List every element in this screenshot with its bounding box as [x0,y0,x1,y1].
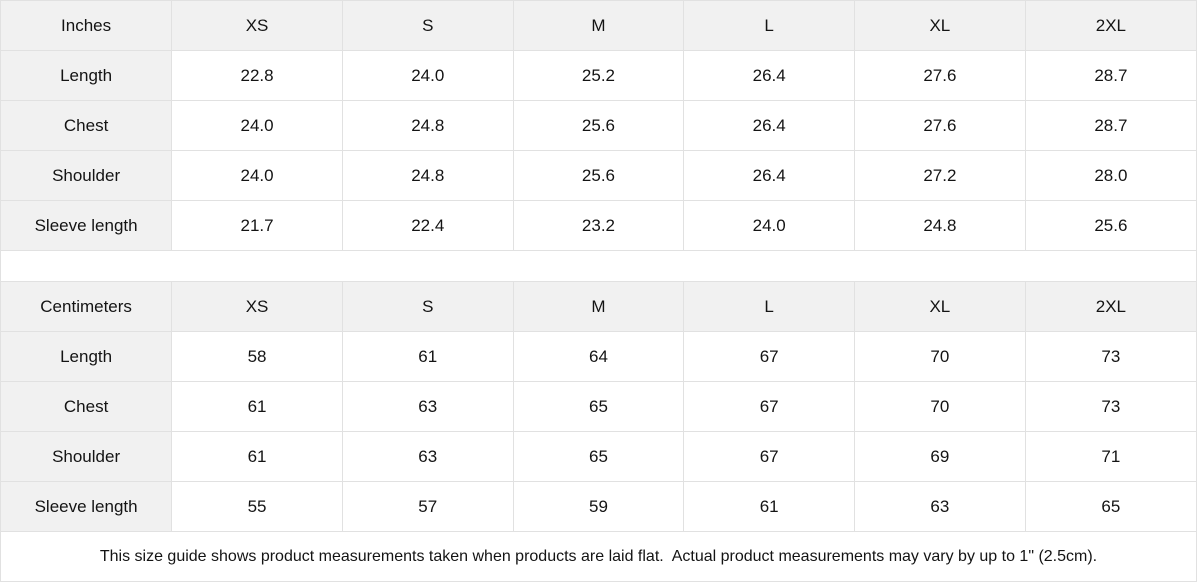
measurement-value: 24.8 [341,100,514,151]
measurement-value: 61 [683,481,856,532]
measurement-value: 71 [1024,431,1197,482]
centimeters-header-row: Centimeters XS S M L XL 2XL [0,281,1197,332]
measurement-value: 57 [341,481,514,532]
row-label-sleeve-length: Sleeve length [0,200,173,251]
measurement-value: 67 [683,431,856,482]
size-header-l: L [683,0,856,51]
measurement-value: 65 [512,381,685,432]
measurement-value: 26.4 [683,100,856,151]
table-row-chest: Chest 61 63 65 67 70 73 [0,381,1197,432]
size-header-s: S [341,281,514,332]
size-header-2xl: 2XL [1024,281,1197,332]
table-row-sleeve-length: Sleeve length 21.7 22.4 23.2 24.0 24.8 2… [0,200,1197,251]
row-label-chest: Chest [0,381,173,432]
table-row-length: Length 58 61 64 67 70 73 [0,331,1197,382]
row-label-chest: Chest [0,100,173,151]
size-header-xl: XL [854,281,1026,332]
measurement-value: 26.4 [683,150,856,201]
table-row-shoulder: Shoulder 24.0 24.8 25.6 26.4 27.2 28.0 [0,150,1197,201]
measurement-value: 63 [341,431,514,482]
row-label-shoulder: Shoulder [0,431,173,482]
measurement-value: 27.2 [854,150,1026,201]
inches-size-table: Inches XS S M L XL 2XL Length 22.8 24.0 … [0,0,1197,251]
measurement-value: 22.8 [171,50,343,101]
measurement-value: 69 [854,431,1026,482]
measurement-value: 24.0 [341,50,514,101]
measurement-value: 55 [171,481,343,532]
unit-header-centimeters: Centimeters [0,281,173,332]
size-guide-note: This size guide shows product measuremen… [1,531,1196,581]
measurement-value: 25.6 [512,150,685,201]
table-row-shoulder: Shoulder 61 63 65 67 69 71 [0,431,1197,482]
measurement-value: 24.0 [683,200,856,251]
measurement-value: 73 [1024,331,1197,382]
measurement-value: 63 [341,381,514,432]
measurement-value: 61 [171,431,343,482]
measurement-value: 58 [171,331,343,382]
size-header-s: S [341,0,514,51]
measurement-value: 21.7 [171,200,343,251]
measurement-value: 73 [1024,381,1197,432]
size-header-xs: XS [171,281,343,332]
measurement-value: 65 [1024,481,1197,532]
centimeters-size-table: Centimeters XS S M L XL 2XL Length 58 61… [0,281,1197,532]
size-header-m: M [512,0,685,51]
measurement-value: 63 [854,481,1026,532]
measurement-value: 24.8 [341,150,514,201]
measurement-value: 67 [683,331,856,382]
measurement-value: 70 [854,381,1026,432]
size-header-xl: XL [854,0,1026,51]
measurement-value: 28.7 [1024,50,1197,101]
table-spacer [1,250,1196,282]
measurement-value: 28.0 [1024,150,1197,201]
measurement-value: 67 [683,381,856,432]
measurement-value: 28.7 [1024,100,1197,151]
measurement-value: 24.8 [854,200,1026,251]
measurement-value: 27.6 [854,100,1026,151]
table-row-sleeve-length: Sleeve length 55 57 59 61 63 65 [0,481,1197,532]
size-header-m: M [512,281,685,332]
measurement-value: 61 [341,331,514,382]
size-header-2xl: 2XL [1024,0,1197,51]
row-label-shoulder: Shoulder [0,150,173,201]
measurement-value: 22.4 [341,200,514,251]
row-label-sleeve-length: Sleeve length [0,481,173,532]
unit-header-inches: Inches [0,0,173,51]
row-label-length: Length [0,331,173,382]
table-row-chest: Chest 24.0 24.8 25.6 26.4 27.6 28.7 [0,100,1197,151]
inches-header-row: Inches XS S M L XL 2XL [0,0,1197,51]
measurement-value: 64 [512,331,685,382]
measurement-value: 65 [512,431,685,482]
measurement-value: 61 [171,381,343,432]
row-label-length: Length [0,50,173,101]
measurement-value: 24.0 [171,100,343,151]
measurement-value: 25.2 [512,50,685,101]
measurement-value: 25.6 [512,100,685,151]
measurement-value: 59 [512,481,685,532]
measurement-value: 25.6 [1024,200,1197,251]
measurement-value: 70 [854,331,1026,382]
measurement-value: 26.4 [683,50,856,101]
measurement-value: 23.2 [512,200,685,251]
size-header-l: L [683,281,856,332]
measurement-value: 27.6 [854,50,1026,101]
table-row-length: Length 22.8 24.0 25.2 26.4 27.6 28.7 [0,50,1197,101]
measurement-value: 24.0 [171,150,343,201]
size-header-xs: XS [171,0,343,51]
